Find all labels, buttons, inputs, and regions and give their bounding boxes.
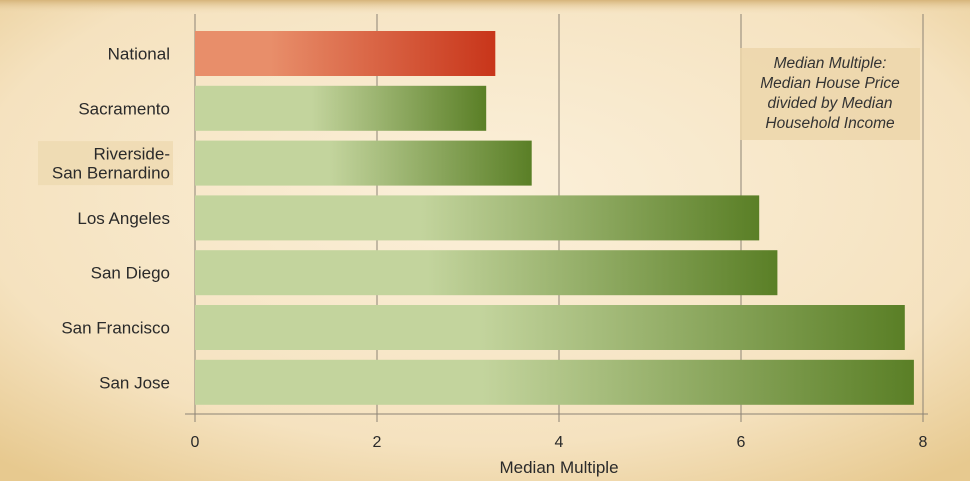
bars [195, 31, 914, 405]
top-band [0, 0, 970, 14]
bar-riverside--san-bernardino [195, 140, 532, 186]
category-label-highlight [38, 141, 173, 186]
bar-sacramento [195, 85, 487, 131]
x-tick-label: 4 [555, 434, 564, 451]
x-tick-label: 8 [919, 434, 928, 451]
category-label: Riverside-San Bernardino [52, 145, 170, 183]
x-axis-title: Median Multiple [499, 458, 618, 477]
annotation-text: Median Multiple: Median House Price divide… [760, 55, 900, 132]
category-labels: National Sacramento Riverside-San Bernardi… [52, 45, 170, 393]
x-tick-label: 0 [191, 434, 200, 451]
category-label: National [108, 45, 170, 64]
x-tick-label: 2 [373, 434, 382, 451]
category-label: San Francisco [61, 319, 170, 338]
annotation: Median Multiple: Median House Price divide… [740, 48, 920, 140]
category-label: San Diego [91, 264, 170, 283]
x-tick-label: 6 [737, 434, 746, 451]
category-label: Sacramento [78, 99, 170, 118]
bar-los-angeles [195, 195, 760, 241]
x-tick-labels: 0 2 4 6 8 [191, 434, 928, 451]
category-label: San Jose [99, 373, 170, 392]
bar-national [195, 31, 496, 76]
label-backgrounds [38, 141, 173, 186]
annotation-background [740, 48, 920, 140]
category-label: Los Angeles [77, 209, 170, 228]
bar-san-jose [195, 359, 914, 405]
bar-san-diego [195, 250, 778, 296]
bar-san-francisco [195, 305, 905, 350]
